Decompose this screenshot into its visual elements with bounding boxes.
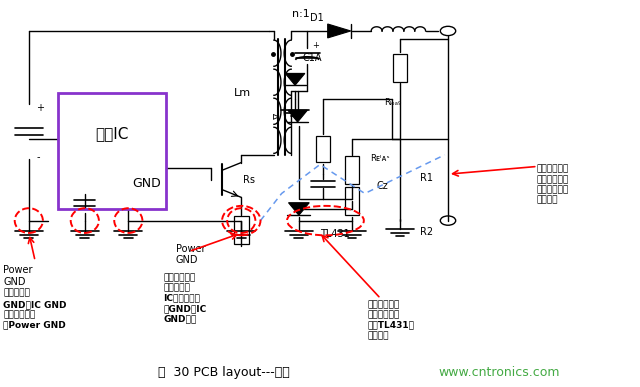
Text: 输出小信号地
与相连后，与
输出电容的的
负极相连: 输出小信号地 与相连后，与 输出电容的的 负极相连 (536, 164, 568, 205)
Text: D1: D1 (310, 13, 324, 23)
Text: TL431: TL431 (320, 229, 349, 239)
Text: R2: R2 (420, 227, 434, 237)
Polygon shape (328, 24, 351, 38)
Text: n:1: n:1 (292, 9, 310, 19)
Text: +: + (312, 41, 319, 50)
Text: Cz: Cz (376, 181, 388, 191)
Text: 反馈信号需独
立走到控制
IC，反馈信号
的GND与IC
GND相连: 反馈信号需独 立走到控制 IC，反馈信号 的GND与IC GND相连 (163, 273, 207, 324)
Text: GND与IC GND
相连后，连接
到Power GND: GND与IC GND 相连后，连接 到Power GND (3, 300, 67, 330)
Text: +: + (36, 103, 44, 113)
Bar (316, 136, 330, 162)
Text: R1: R1 (420, 173, 433, 183)
Text: Rs: Rs (243, 175, 255, 185)
Polygon shape (285, 74, 305, 85)
Bar (344, 156, 360, 184)
Polygon shape (288, 110, 307, 122)
Text: ⊳: ⊳ (272, 111, 280, 121)
Text: Power
GND: Power GND (176, 244, 205, 265)
Text: Lm: Lm (234, 88, 251, 98)
Text: Rₗₒₐ₉: Rₗₒₐ₉ (384, 98, 401, 107)
Text: -: - (36, 152, 40, 162)
Text: 输出采样电阻
的地要与基准
源（TL431）
的地相连: 输出采样电阻 的地要与基准 源（TL431） 的地相连 (368, 300, 415, 340)
Text: C1A: C1A (303, 53, 322, 63)
Bar (392, 54, 408, 82)
Text: 图  30 PCB layout---接地: 图 30 PCB layout---接地 (158, 366, 290, 379)
Text: 所有小信号: 所有小信号 (3, 288, 30, 297)
Bar (344, 187, 360, 215)
Text: Power
GND: Power GND (3, 265, 33, 287)
Polygon shape (289, 203, 309, 215)
Text: 控制IC: 控制IC (95, 126, 129, 141)
Bar (234, 216, 249, 244)
Text: Rᴇᴵᴀˢ: Rᴇᴵᴀˢ (370, 154, 390, 163)
Text: www.cntronics.com: www.cntronics.com (438, 366, 560, 379)
Text: GND: GND (132, 177, 161, 190)
